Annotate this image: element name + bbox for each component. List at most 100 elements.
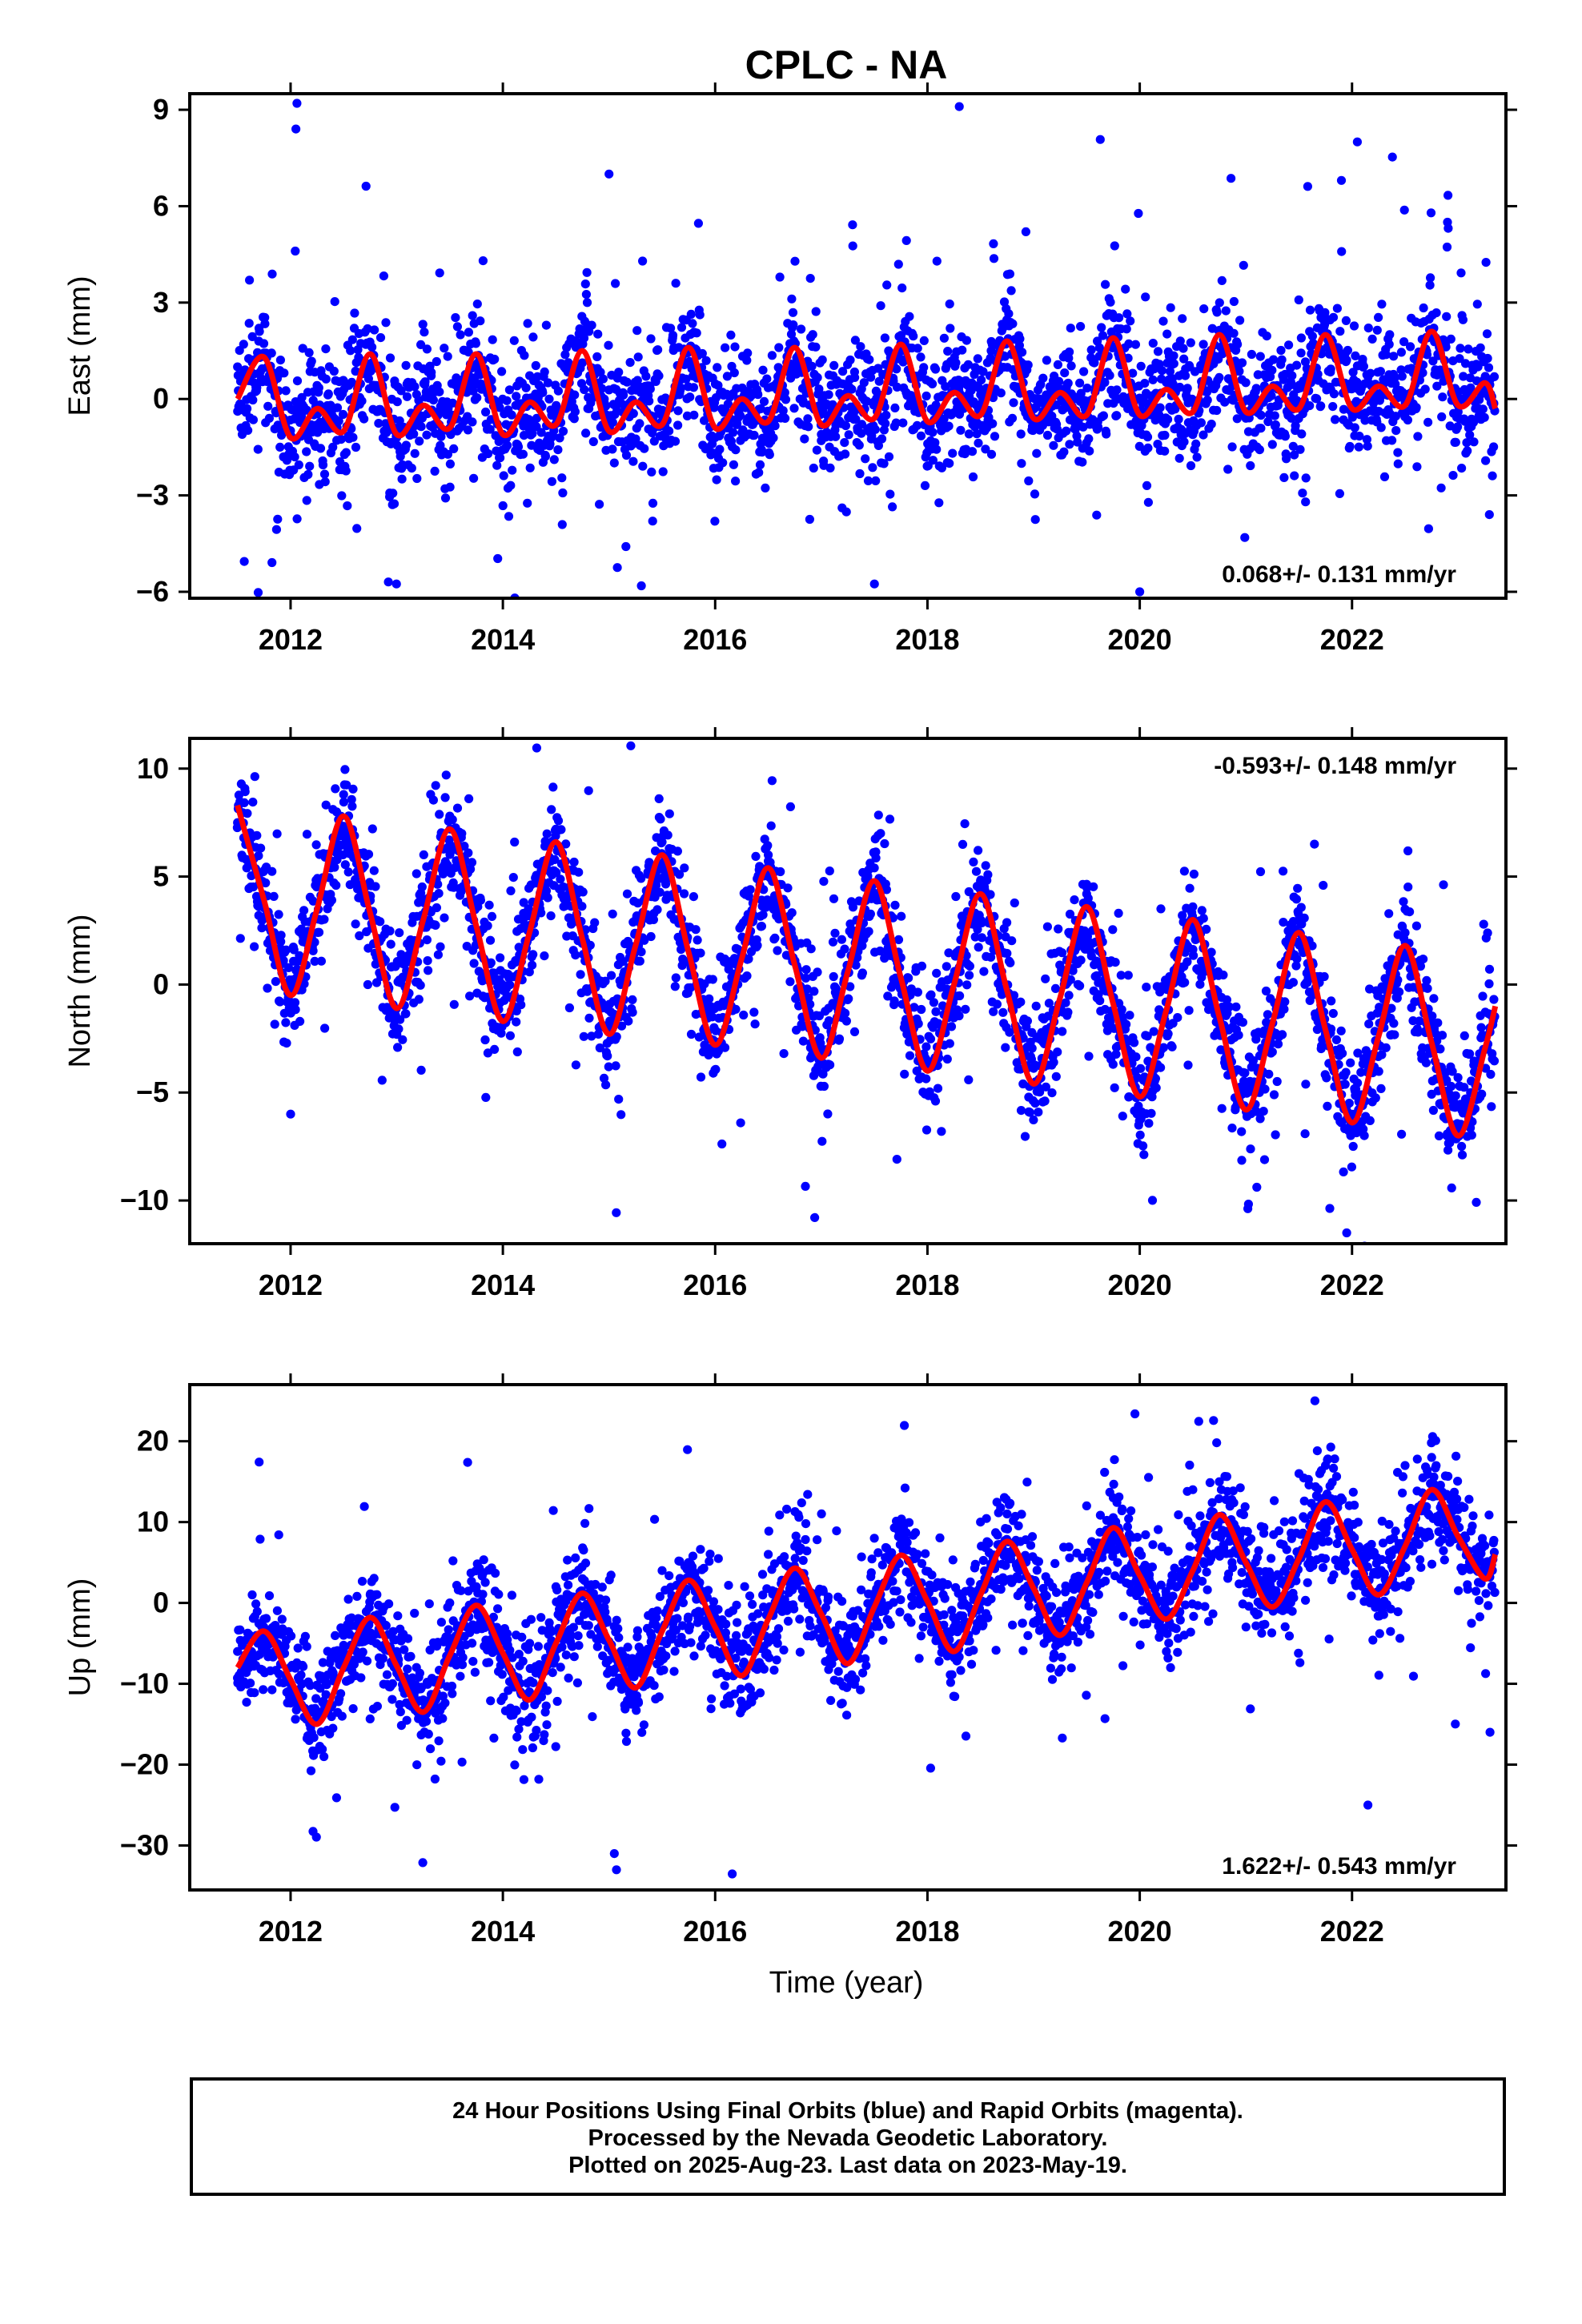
daily-position-point <box>851 415 861 424</box>
daily-position-point <box>597 384 607 393</box>
daily-position-point <box>1142 983 1151 992</box>
daily-position-point <box>731 1004 741 1014</box>
daily-position-point <box>584 1013 594 1023</box>
daily-position-point <box>328 442 338 452</box>
daily-position-point <box>464 348 473 357</box>
daily-position-point <box>1269 355 1279 364</box>
position-point <box>1432 381 1442 391</box>
daily-position-point <box>751 851 761 861</box>
daily-position-point <box>245 275 255 285</box>
daily-position-point <box>1064 991 1074 1000</box>
daily-position-point <box>1094 422 1103 432</box>
daily-position-point <box>319 915 329 924</box>
daily-position-point <box>1351 351 1360 360</box>
daily-position-point <box>649 436 659 446</box>
daily-position-point <box>329 366 339 376</box>
daily-position-point <box>956 425 966 435</box>
daily-position-point <box>621 1252 630 1261</box>
daily-position-point <box>638 256 648 266</box>
daily-position-point <box>900 1069 909 1079</box>
daily-position-point <box>978 367 988 376</box>
daily-position-point <box>250 942 259 951</box>
daily-position-point <box>834 1034 845 1043</box>
daily-position-point <box>879 459 889 468</box>
daily-position-point <box>236 728 245 737</box>
daily-position-point <box>913 344 922 353</box>
daily-position-point <box>767 776 777 786</box>
daily-position-point <box>1042 922 1052 931</box>
daily-position-point <box>433 950 444 959</box>
daily-position-point <box>986 890 995 899</box>
daily-position-point <box>1212 405 1222 416</box>
daily-position-point <box>1175 382 1185 392</box>
daily-position-point <box>443 352 452 361</box>
daily-position-point <box>890 900 900 910</box>
daily-position-point <box>729 368 739 378</box>
daily-position-point <box>1020 1132 1030 1141</box>
daily-position-point <box>928 428 938 437</box>
daily-position-point <box>528 950 538 959</box>
daily-position-point <box>680 863 689 873</box>
daily-position-point <box>1431 308 1441 318</box>
daily-position-point <box>977 375 986 385</box>
daily-position-point <box>467 858 477 867</box>
daily-position-point <box>389 499 400 509</box>
daily-position-point <box>1169 351 1178 360</box>
daily-position-point <box>435 387 444 396</box>
daily-position-point <box>658 467 668 476</box>
daily-position-point <box>385 926 395 936</box>
daily-position-point <box>1301 473 1311 483</box>
daily-position-point <box>648 498 658 509</box>
daily-position-point <box>468 311 477 320</box>
daily-position-point <box>816 1039 825 1048</box>
daily-position-point <box>305 461 315 471</box>
daily-position-point <box>1070 895 1079 905</box>
daily-position-point <box>656 814 665 824</box>
daily-position-point <box>979 967 989 976</box>
daily-position-point <box>1215 298 1224 308</box>
daily-position-point <box>443 449 453 459</box>
daily-position-point <box>495 403 504 412</box>
daily-position-point <box>547 476 557 486</box>
daily-position-point <box>519 898 528 907</box>
daily-position-point <box>1279 472 1289 483</box>
daily-position-point <box>348 432 358 442</box>
daily-position-point <box>578 887 588 897</box>
daily-position-point <box>357 396 367 406</box>
daily-position-point <box>1216 1045 1226 1055</box>
daily-position-point <box>696 1072 706 1082</box>
daily-position-point <box>1288 441 1298 451</box>
daily-position-point <box>393 1043 403 1052</box>
daily-position-point <box>1488 471 1497 480</box>
daily-position-point <box>1068 966 1078 975</box>
daily-position-point <box>939 333 949 343</box>
daily-position-point <box>875 946 885 956</box>
daily-position-point <box>890 403 900 412</box>
daily-position-point <box>641 372 651 381</box>
daily-position-point <box>855 468 865 479</box>
daily-position-point <box>805 274 815 283</box>
daily-position-point <box>1041 974 1050 983</box>
daily-position-point <box>767 351 777 360</box>
daily-position-point <box>608 909 617 919</box>
daily-position-point <box>805 514 815 525</box>
daily-position-point <box>757 448 767 457</box>
daily-position-point <box>1139 1150 1149 1160</box>
daily-position-point <box>998 1007 1008 1017</box>
daily-position-point <box>1237 1127 1247 1136</box>
daily-position-point <box>1241 378 1251 388</box>
daily-position-point <box>1239 260 1248 270</box>
daily-position-point <box>628 1007 637 1017</box>
daily-position-point <box>504 512 514 521</box>
daily-position-point <box>1122 1019 1131 1029</box>
daily-position-point <box>730 342 740 352</box>
daily-position-point <box>954 1011 964 1021</box>
daily-position-point <box>428 795 439 805</box>
daily-position-point <box>1476 343 1485 352</box>
daily-position-point <box>374 419 383 428</box>
daily-position-point <box>665 809 674 818</box>
daily-position-point <box>751 635 760 644</box>
daily-position-point <box>645 384 655 394</box>
daily-position-point <box>693 935 702 945</box>
daily-position-point <box>1263 416 1273 427</box>
